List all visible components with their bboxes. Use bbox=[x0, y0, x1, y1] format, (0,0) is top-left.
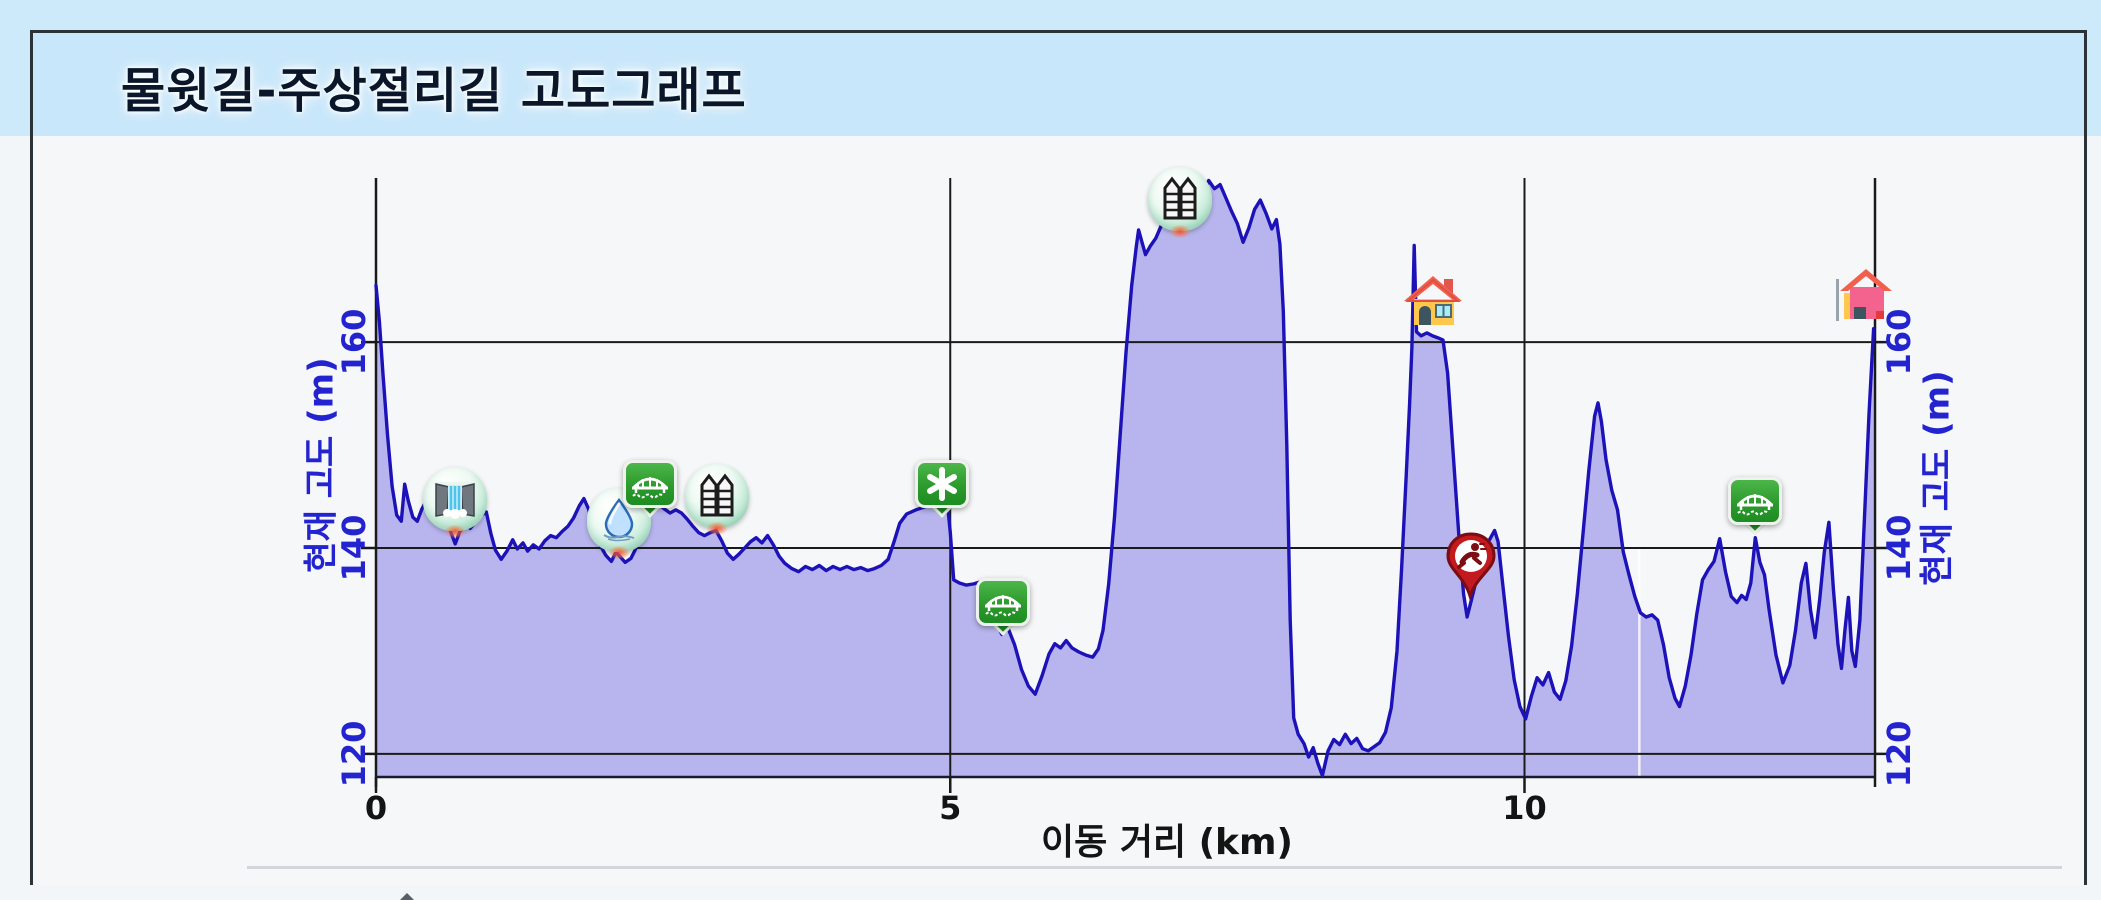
bridge-marker[interactable] bbox=[623, 460, 678, 519]
house-yellow-marker[interactable] bbox=[1402, 271, 1464, 333]
pillars-marker[interactable] bbox=[1147, 167, 1212, 232]
bridge-marker[interactable] bbox=[1728, 476, 1783, 535]
runner-marker[interactable] bbox=[1444, 532, 1498, 604]
bridge-icon bbox=[1737, 493, 1774, 516]
waterfall-icon bbox=[435, 481, 475, 519]
waterdrop-icon bbox=[603, 498, 635, 542]
title-bar: 물윗길-주상절리길 고도그래프 bbox=[33, 33, 2084, 136]
house-pink-marker[interactable] bbox=[1832, 265, 1894, 327]
bottom-caret-icon bbox=[400, 893, 414, 900]
bridge-icon bbox=[985, 594, 1022, 617]
stone-pillars-icon bbox=[700, 473, 734, 516]
waterdrop-marker[interactable] bbox=[587, 488, 652, 553]
house-icon bbox=[1403, 275, 1462, 325]
asterisk-icon bbox=[927, 467, 958, 502]
waterfall-marker[interactable] bbox=[423, 466, 488, 531]
house-icon bbox=[1836, 268, 1893, 321]
pillars-marker[interactable] bbox=[685, 463, 750, 528]
bottom-divider bbox=[247, 866, 2062, 869]
runner-pin-icon bbox=[1446, 532, 1496, 601]
elevation-area-fill bbox=[376, 180, 1874, 777]
bridge-icon bbox=[632, 477, 669, 499]
page-title: 물윗길-주상절리길 고도그래프 bbox=[121, 63, 747, 119]
bridge-marker[interactable] bbox=[976, 577, 1031, 636]
asterisk-marker[interactable] bbox=[915, 460, 970, 519]
stone-pillars-icon bbox=[1163, 176, 1197, 220]
